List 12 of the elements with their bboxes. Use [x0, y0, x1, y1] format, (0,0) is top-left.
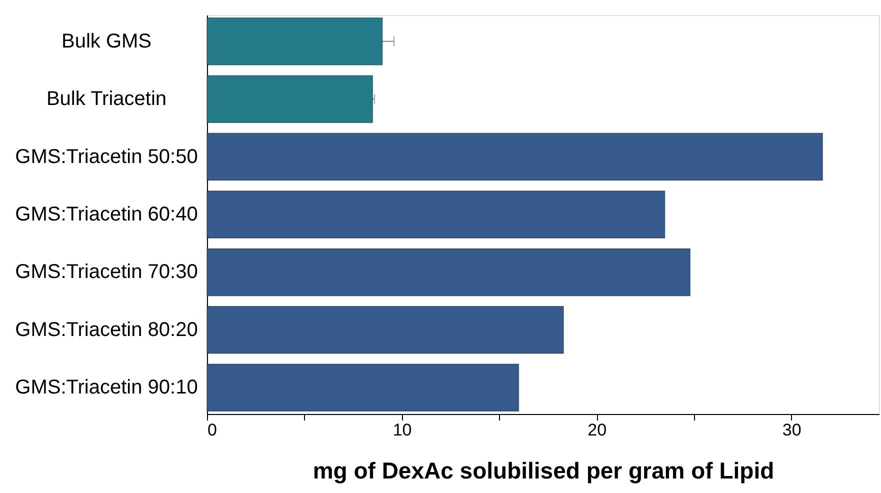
x-tick-label: 0	[208, 420, 217, 440]
y-tick-label: GMS:Triacetin 90:10	[15, 376, 198, 399]
y-tick-label: Bulk GMS	[61, 30, 152, 52]
y-tick-label: GMS:Triacetin 70:30	[15, 261, 198, 284]
x-axis-title: mg of DexAc solubilised per gram of Lipid	[312, 458, 774, 484]
x-tick-label: 30	[782, 420, 802, 440]
y-tick-label: Bulk Triacetin	[46, 88, 167, 110]
y-tick-label: GMS:Triacetin 60:40	[15, 204, 198, 226]
x-tick-label: 10	[392, 420, 412, 440]
y-tick-label: GMS:Triacetin 50:50	[15, 146, 198, 168]
y-tick-label: GMS:Triacetin 80:20	[15, 318, 198, 341]
x-tick-label: 20	[588, 420, 607, 440]
